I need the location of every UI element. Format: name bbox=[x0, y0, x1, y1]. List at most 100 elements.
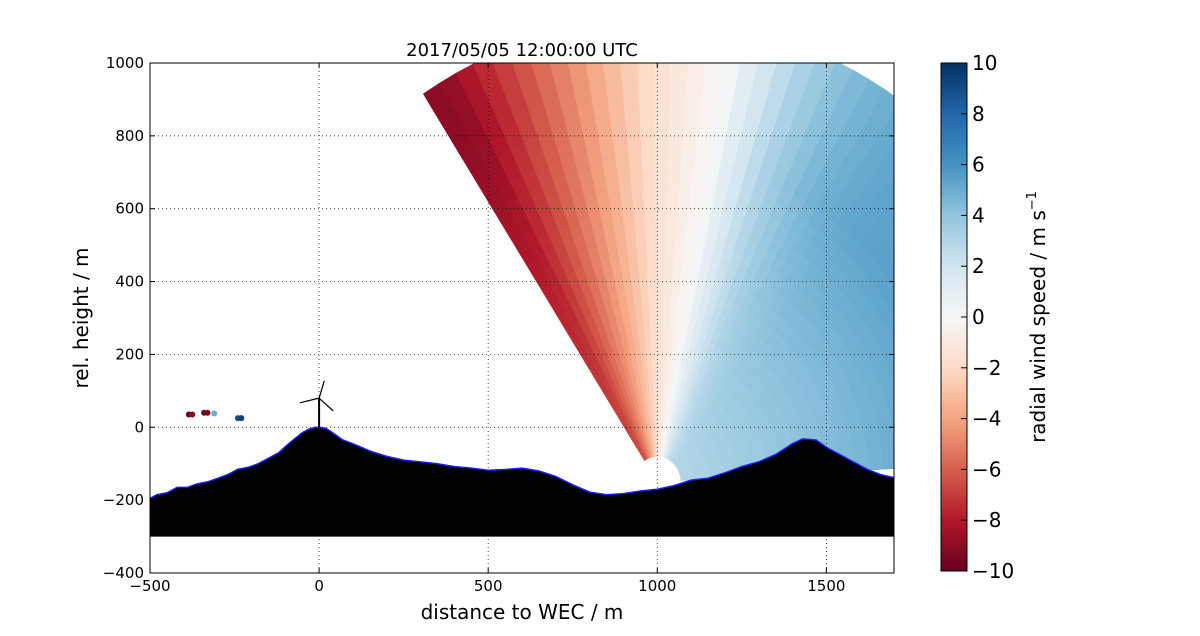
scan-cell bbox=[897, 456, 912, 469]
scan-cell bbox=[662, 284, 672, 302]
scan-cell bbox=[918, 209, 939, 232]
y-tick-label: 1000 bbox=[106, 54, 144, 72]
scan-cell bbox=[605, 83, 624, 102]
scan-cell bbox=[1001, 375, 1019, 395]
scan-cell bbox=[903, 318, 922, 338]
scan-cell bbox=[884, 263, 894, 285]
scan-cell bbox=[1062, 378, 1080, 401]
scan-cell bbox=[654, 206, 667, 223]
scan-cell bbox=[900, 392, 917, 408]
scan-cell bbox=[638, 112, 655, 130]
y-tick-label: 400 bbox=[115, 273, 144, 291]
scan-cell bbox=[684, 82, 703, 101]
y-tick-label: −400 bbox=[103, 564, 144, 582]
terrain bbox=[150, 426, 894, 537]
scan-cell bbox=[916, 161, 938, 185]
colorbar: −10 −8 −6 −4 −2 0 2 4 6 8 10 radial wind speed / m… bbox=[940, 51, 1050, 583]
scan-cell bbox=[896, 252, 916, 274]
scan-cell bbox=[530, 63, 551, 72]
scan-cell bbox=[675, 207, 689, 225]
scan-cell bbox=[774, 63, 796, 76]
scan-cell bbox=[655, 346, 662, 364]
scan-cell bbox=[999, 320, 1019, 342]
y-axis: −400 −200 0 200 400 600 800 1000 bbox=[103, 54, 894, 582]
scan-cell bbox=[1011, 426, 1027, 445]
scan-cell bbox=[706, 38, 726, 56]
scan-cell bbox=[624, 113, 641, 131]
y-tick-label: 800 bbox=[115, 127, 144, 145]
scan-cell bbox=[666, 175, 680, 193]
scan-cell bbox=[693, 146, 710, 165]
scan-cell bbox=[993, 239, 1015, 264]
scan-cell bbox=[649, 331, 657, 348]
scan-cell bbox=[925, 439, 941, 454]
scan-cell bbox=[757, 63, 777, 70]
x-axis: −500 0 500 1000 1500 bbox=[129, 63, 845, 595]
scan-cell bbox=[986, 326, 1005, 348]
scan-cell bbox=[915, 311, 934, 331]
scan-cell bbox=[1065, 398, 1082, 420]
scan-cell bbox=[973, 332, 992, 353]
scan-cell bbox=[567, 63, 588, 78]
scan-cell bbox=[663, 268, 674, 286]
scan-cell bbox=[647, 284, 657, 301]
scatter-point bbox=[211, 410, 218, 417]
scan-cell bbox=[683, 98, 702, 117]
scan-cell bbox=[984, 197, 1007, 222]
colorbar-tick-label: 4 bbox=[972, 203, 985, 227]
scan-cell bbox=[893, 172, 894, 174]
scan-cell bbox=[654, 143, 669, 161]
scan-cell bbox=[912, 137, 935, 161]
colorbar-tick-label: 0 bbox=[972, 305, 985, 329]
scan-cell bbox=[637, 81, 655, 99]
scan-cell bbox=[655, 315, 664, 332]
scan-cell bbox=[908, 220, 929, 243]
scan-cell bbox=[653, 65, 672, 83]
scan-cell bbox=[897, 380, 914, 397]
scan-cell bbox=[904, 404, 921, 420]
scan-cell bbox=[638, 97, 655, 114]
scan-cell bbox=[661, 331, 669, 348]
scan-cell bbox=[726, 26, 747, 45]
scan-cell bbox=[891, 422, 894, 435]
scan-cell bbox=[641, 159, 656, 177]
scan-cell bbox=[790, 63, 814, 83]
scan-cell bbox=[626, 144, 642, 162]
scan-cell bbox=[688, 192, 703, 211]
scan-cell bbox=[1008, 409, 1025, 428]
scan-cell bbox=[625, 128, 642, 147]
scan-cell bbox=[653, 81, 671, 98]
scan-cell bbox=[1013, 444, 1029, 462]
scan-cell bbox=[665, 190, 679, 208]
scan-cell bbox=[886, 243, 894, 262]
scan-cell bbox=[910, 441, 926, 455]
colorbar-ticks: −10 −8 −6 −4 −2 0 2 4 6 8 10 bbox=[961, 51, 1014, 583]
scan-cell bbox=[646, 268, 657, 286]
scan-cell bbox=[636, 253, 648, 271]
scan-cell bbox=[616, 20, 636, 37]
scan-cell bbox=[602, 63, 621, 71]
scan-cell bbox=[644, 221, 656, 239]
scan-cell bbox=[919, 356, 937, 375]
scan-cell bbox=[584, 63, 604, 74]
scan-cell bbox=[636, 65, 655, 83]
scan-cell bbox=[1048, 381, 1066, 403]
scan-cell bbox=[671, 269, 682, 287]
scan-cell bbox=[1056, 439, 1072, 459]
scan-cell bbox=[901, 350, 919, 368]
x-tick-label: 500 bbox=[474, 577, 503, 595]
scan-cell bbox=[1005, 336, 1024, 358]
scan-cell bbox=[671, 35, 690, 52]
scan-cell bbox=[628, 159, 643, 178]
scan-cell bbox=[983, 222, 1005, 247]
scan-cell bbox=[909, 429, 925, 444]
scan-cell bbox=[643, 206, 656, 223]
scan-cell bbox=[1068, 418, 1085, 440]
scan-cell bbox=[968, 433, 984, 450]
scan-cell bbox=[879, 434, 894, 449]
scan-cell bbox=[897, 230, 918, 252]
colorbar-tick-label: −4 bbox=[972, 407, 1001, 431]
scan-cell bbox=[690, 21, 710, 39]
scan-cell bbox=[654, 128, 670, 145]
scan-cell bbox=[1027, 442, 1043, 461]
